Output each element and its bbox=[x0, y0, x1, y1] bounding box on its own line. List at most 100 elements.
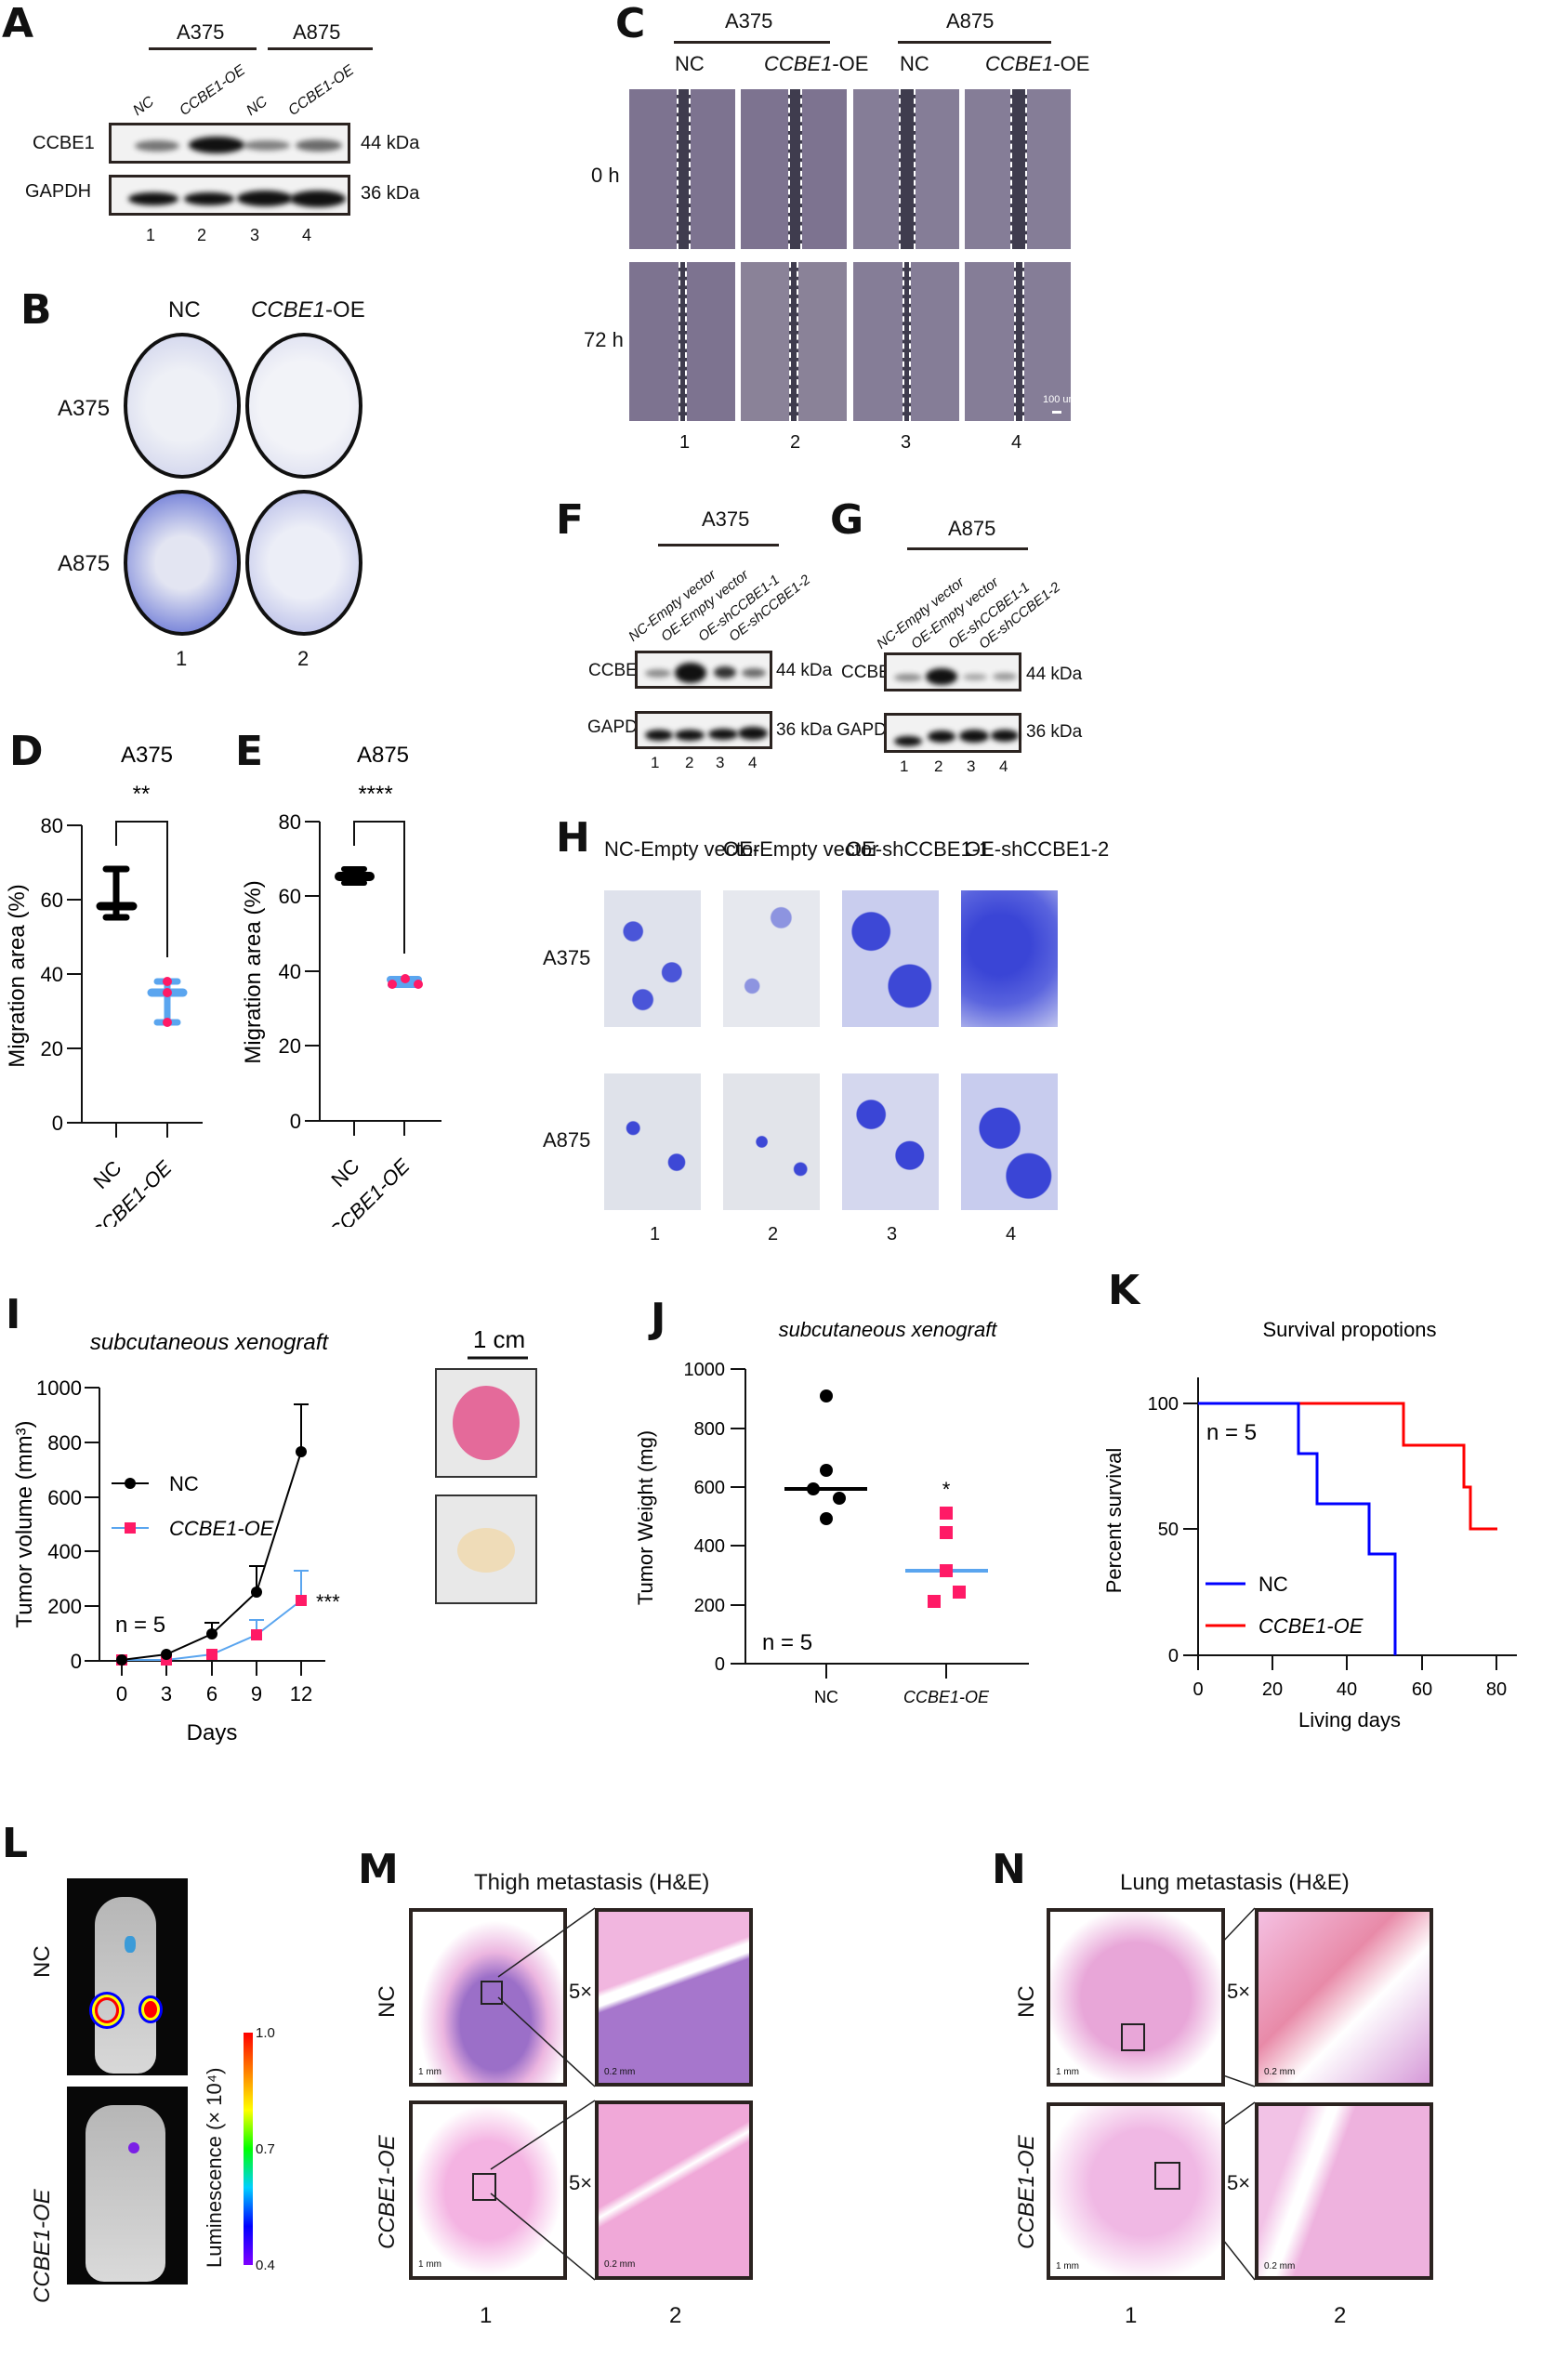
panel-label-m: M bbox=[358, 1846, 399, 1893]
svg-text:0: 0 bbox=[1192, 1679, 1203, 1700]
transwell-image bbox=[961, 1073, 1058, 1210]
colorbar-tick: 1.0 bbox=[256, 2025, 275, 2041]
group-bar bbox=[674, 41, 830, 44]
svg-text:1000: 1000 bbox=[684, 1360, 726, 1380]
row-label: CCBE1-OE bbox=[1014, 2135, 1039, 2249]
western-blot-gapdh bbox=[635, 711, 772, 749]
lane-label: CCBE1-OE bbox=[177, 62, 249, 119]
column-number: 3 bbox=[901, 432, 912, 453]
svg-text:0: 0 bbox=[290, 1110, 301, 1133]
western-blot-gapdh bbox=[884, 713, 1021, 753]
svg-text:NC: NC bbox=[1258, 1573, 1288, 1596]
column-label: OE-Empty vector bbox=[723, 837, 879, 861]
row-label: A875 bbox=[58, 551, 111, 576]
western-blot-ccbe1 bbox=[635, 651, 772, 689]
svg-text:0: 0 bbox=[116, 1682, 127, 1705]
column-number: 1 bbox=[1125, 2303, 1138, 2328]
column-number: 3 bbox=[887, 1224, 898, 1244]
panel-label-l: L bbox=[2, 1820, 29, 1867]
svg-text:NC: NC bbox=[326, 1154, 363, 1192]
row-label: 72 h bbox=[584, 328, 624, 351]
he-lung-oe-overview: 1 mm bbox=[1047, 2102, 1225, 2280]
svg-text:CCBE1-OE: CCBE1-OE bbox=[903, 1688, 990, 1706]
magnification-label: 5× bbox=[569, 1980, 593, 2003]
he-thigh-oe-overview: 1 mm bbox=[409, 2100, 567, 2280]
transwell-image bbox=[604, 890, 701, 1027]
wound-image bbox=[853, 89, 959, 249]
lane-number: 4 bbox=[302, 226, 312, 244]
svg-text:200: 200 bbox=[47, 1595, 82, 1618]
colony-dish bbox=[245, 333, 362, 479]
lane-number: 4 bbox=[748, 754, 758, 771]
row-label: NC bbox=[1014, 1985, 1039, 2018]
svg-text:CCBE1-OE: CCBE1-OE bbox=[169, 1517, 274, 1540]
panel-label-e: E bbox=[235, 728, 264, 775]
group-label: A875 bbox=[946, 9, 995, 33]
row-label: 0 h bbox=[591, 164, 620, 187]
protein-label: CCBE1 bbox=[588, 661, 648, 680]
lane-label: NC bbox=[130, 93, 157, 119]
svg-text:60: 60 bbox=[41, 889, 63, 912]
column-label: NC bbox=[168, 297, 201, 323]
column-number: 1 bbox=[480, 2303, 493, 2328]
svg-text:0: 0 bbox=[1168, 1646, 1179, 1666]
svg-text:20: 20 bbox=[41, 1037, 63, 1060]
column-label: CCBE1-OE bbox=[251, 297, 365, 323]
panel-label-j: J bbox=[651, 1295, 666, 1342]
colorbar-label: Luminescence (× 10⁴) bbox=[203, 2067, 226, 2268]
group-bar bbox=[268, 47, 373, 50]
svg-text:subcutaneous xenograft: subcutaneous xenograft bbox=[779, 1318, 998, 1341]
panel-label-c: C bbox=[615, 0, 646, 47]
he-lung-nc-zoom: 0.2 mm bbox=[1255, 1908, 1433, 2087]
svg-text:1 cm: 1 cm bbox=[473, 1325, 525, 1353]
he-thigh-oe-zoom: 0.2 mm bbox=[595, 2100, 753, 2280]
blot-a-group-a375: A375 bbox=[177, 20, 225, 44]
chart-k-survival: Survival propotions 100 50 0 0 20 40 60 80 Liv… bbox=[1102, 1318, 1517, 1732]
svg-text:NC: NC bbox=[169, 1472, 199, 1495]
row-label: A875 bbox=[543, 1128, 591, 1152]
size-label: 44 kDa bbox=[776, 661, 833, 680]
column-number: 2 bbox=[297, 647, 310, 670]
svg-text:n = 5: n = 5 bbox=[1206, 1420, 1257, 1445]
svg-text:800: 800 bbox=[694, 1419, 725, 1440]
transwell-image bbox=[604, 1073, 701, 1210]
transwell-image bbox=[723, 890, 820, 1027]
lane-number: 4 bbox=[999, 757, 1008, 775]
row-label: A375 bbox=[58, 396, 111, 421]
scale-bar bbox=[1052, 411, 1061, 414]
group-bar bbox=[658, 544, 779, 546]
panel-label-a: A bbox=[2, 0, 34, 47]
wound-image bbox=[965, 89, 1071, 249]
svg-text:**: ** bbox=[133, 782, 151, 807]
group-bar bbox=[907, 547, 1028, 550]
transwell-image bbox=[961, 890, 1058, 1027]
western-blot-ccbe1 bbox=[884, 652, 1021, 691]
svg-text:50: 50 bbox=[1158, 1520, 1179, 1540]
svg-text:****: **** bbox=[358, 782, 392, 807]
column-label: CCBE1-OE bbox=[985, 52, 1090, 75]
svg-text:0: 0 bbox=[715, 1654, 725, 1675]
column-number: 2 bbox=[790, 432, 801, 453]
svg-text:Living days: Living days bbox=[1298, 1708, 1401, 1732]
column-number: 1 bbox=[679, 432, 691, 453]
lane-number: 2 bbox=[685, 754, 694, 771]
colony-dish bbox=[124, 333, 241, 479]
lane-number: 2 bbox=[934, 757, 943, 775]
panel-title: Lung metastasis (H&E) bbox=[1120, 1870, 1350, 1895]
column-number: 1 bbox=[650, 1224, 661, 1244]
lane-label: CCBE1-OE bbox=[285, 62, 358, 119]
row-label: CCBE1-OE bbox=[30, 2189, 55, 2303]
lane-label: NC bbox=[244, 93, 270, 119]
panel-label-b: B bbox=[20, 286, 52, 334]
wound-image bbox=[629, 262, 735, 421]
panel-label-n: N bbox=[992, 1846, 1026, 1893]
group-bar bbox=[898, 41, 1051, 44]
panel-label-i: I bbox=[6, 1291, 21, 1338]
svg-text:12: 12 bbox=[290, 1682, 312, 1705]
group-label: A375 bbox=[725, 9, 773, 33]
column-label: CCBE1-OE bbox=[764, 52, 869, 75]
panel-label-f: F bbox=[556, 496, 585, 544]
wound-image bbox=[741, 89, 847, 249]
svg-text:600: 600 bbox=[47, 1486, 82, 1509]
svg-text:60: 60 bbox=[1412, 1679, 1432, 1700]
